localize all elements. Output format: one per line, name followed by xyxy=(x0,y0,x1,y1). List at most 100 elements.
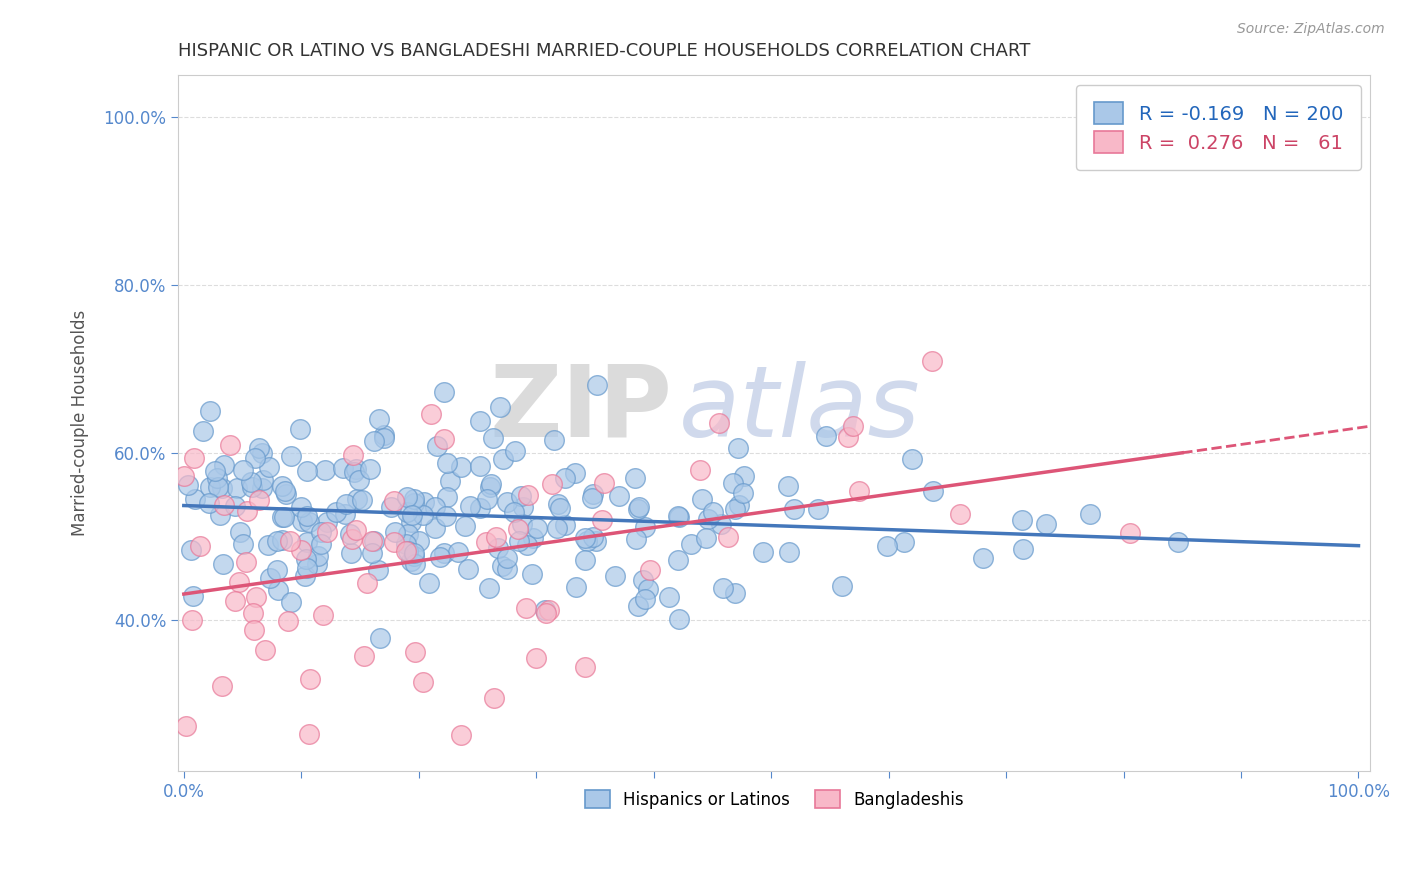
Point xyxy=(574,532,596,546)
Point xyxy=(396,505,419,519)
Point xyxy=(295,552,318,566)
Point xyxy=(479,477,502,491)
Point xyxy=(502,505,524,519)
Point xyxy=(298,673,321,687)
Point xyxy=(402,549,425,563)
Point xyxy=(242,606,264,620)
Point xyxy=(183,451,205,466)
Point xyxy=(564,466,586,480)
Point xyxy=(367,563,389,577)
Point xyxy=(434,509,457,524)
Point xyxy=(228,574,250,589)
Point xyxy=(207,471,229,485)
Point xyxy=(607,489,630,503)
Point xyxy=(517,488,540,502)
Point xyxy=(900,452,922,467)
Point xyxy=(707,416,730,430)
Point xyxy=(266,564,288,578)
Point xyxy=(363,534,385,549)
Point xyxy=(807,502,830,516)
Point xyxy=(458,499,481,513)
Point xyxy=(631,573,654,587)
Point xyxy=(295,509,318,524)
Point xyxy=(433,546,456,560)
Point xyxy=(412,508,434,522)
Point xyxy=(368,631,391,645)
Point xyxy=(696,512,718,526)
Point xyxy=(488,400,510,414)
Point xyxy=(250,482,273,496)
Point xyxy=(344,523,367,537)
Point xyxy=(495,495,517,509)
Point xyxy=(543,433,565,447)
Point xyxy=(253,643,276,657)
Point xyxy=(778,545,800,559)
Point xyxy=(277,615,299,629)
Legend: Hispanics or Latinos, Bangladeshis: Hispanics or Latinos, Bangladeshis xyxy=(578,783,970,815)
Point xyxy=(429,550,451,565)
Point xyxy=(373,431,395,445)
Point xyxy=(235,503,257,517)
Point xyxy=(273,484,295,499)
Point xyxy=(591,513,613,527)
Point xyxy=(270,479,292,493)
Point xyxy=(395,490,418,504)
Point xyxy=(593,475,616,490)
Point xyxy=(395,544,418,558)
Point xyxy=(633,520,655,534)
Point xyxy=(288,422,311,436)
Point xyxy=(727,442,749,456)
Point xyxy=(384,535,406,549)
Point xyxy=(585,378,607,392)
Point xyxy=(605,569,627,583)
Point xyxy=(245,590,267,604)
Point xyxy=(198,480,221,494)
Point xyxy=(402,495,425,509)
Point xyxy=(278,533,301,548)
Point xyxy=(418,576,440,591)
Point xyxy=(702,505,724,519)
Point xyxy=(295,561,318,575)
Point xyxy=(243,624,266,638)
Point xyxy=(475,535,498,549)
Point xyxy=(360,546,382,560)
Point xyxy=(512,500,534,514)
Point xyxy=(634,591,657,606)
Point xyxy=(585,533,607,548)
Point xyxy=(893,534,915,549)
Point xyxy=(384,525,406,540)
Point xyxy=(219,438,242,452)
Point xyxy=(668,510,690,524)
Point xyxy=(848,484,870,499)
Point xyxy=(468,414,491,428)
Point xyxy=(342,448,364,462)
Point xyxy=(439,474,461,488)
Point xyxy=(728,499,751,513)
Point xyxy=(541,477,564,491)
Point xyxy=(478,581,501,595)
Point xyxy=(509,489,531,503)
Point xyxy=(423,521,446,535)
Point xyxy=(482,691,505,706)
Point xyxy=(346,491,368,506)
Point xyxy=(515,601,537,615)
Point xyxy=(724,586,747,600)
Point xyxy=(184,492,207,507)
Point xyxy=(776,479,799,493)
Point xyxy=(423,500,446,515)
Point xyxy=(717,530,740,544)
Point xyxy=(226,481,249,495)
Point xyxy=(401,508,423,522)
Point xyxy=(252,446,274,460)
Point xyxy=(695,531,717,545)
Point xyxy=(270,510,292,524)
Point xyxy=(181,590,204,604)
Point xyxy=(972,550,994,565)
Point xyxy=(314,463,336,477)
Point xyxy=(711,581,734,595)
Point xyxy=(307,549,329,563)
Point xyxy=(510,517,533,532)
Point xyxy=(332,461,354,475)
Text: atlas: atlas xyxy=(679,361,921,458)
Point xyxy=(547,497,569,511)
